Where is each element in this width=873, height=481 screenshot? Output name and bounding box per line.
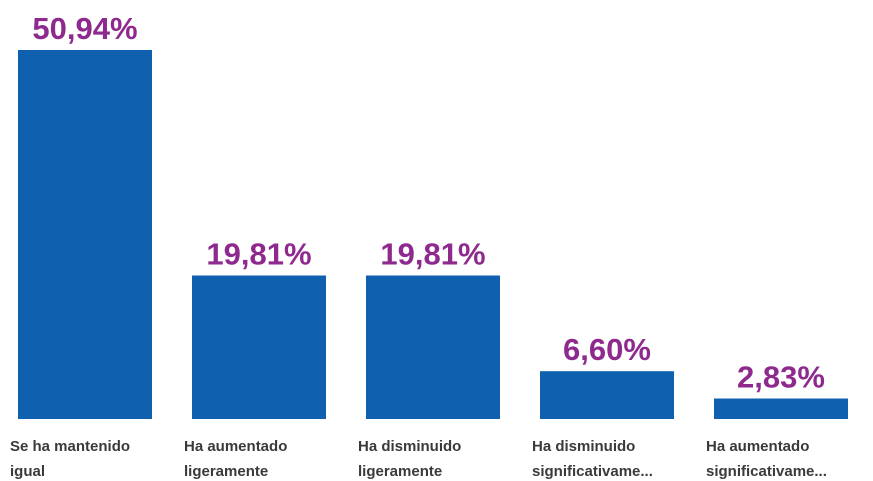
bar xyxy=(540,371,674,419)
category-label: significativame... xyxy=(532,463,653,480)
value-label: 2,83% xyxy=(737,360,825,395)
bar xyxy=(366,275,500,419)
category-label: Ha disminuido xyxy=(358,438,461,455)
category-label: ligeramente xyxy=(184,463,268,480)
value-label: 19,81% xyxy=(206,237,311,272)
bar xyxy=(714,398,848,419)
bar xyxy=(192,275,326,419)
category-label: Ha aumentado xyxy=(184,438,287,455)
value-label: 6,60% xyxy=(563,332,651,367)
category-label: Ha aumentado xyxy=(706,438,809,455)
value-label: 50,94% xyxy=(32,11,137,46)
value-label: 19,81% xyxy=(380,237,485,272)
category-label: Ha disminuido xyxy=(532,438,635,455)
category-label: Se ha mantenido xyxy=(10,438,130,455)
category-label: ligeramente xyxy=(358,463,442,480)
category-label: significativame... xyxy=(706,463,827,480)
category-label: igual xyxy=(10,463,45,480)
bar xyxy=(18,50,152,419)
